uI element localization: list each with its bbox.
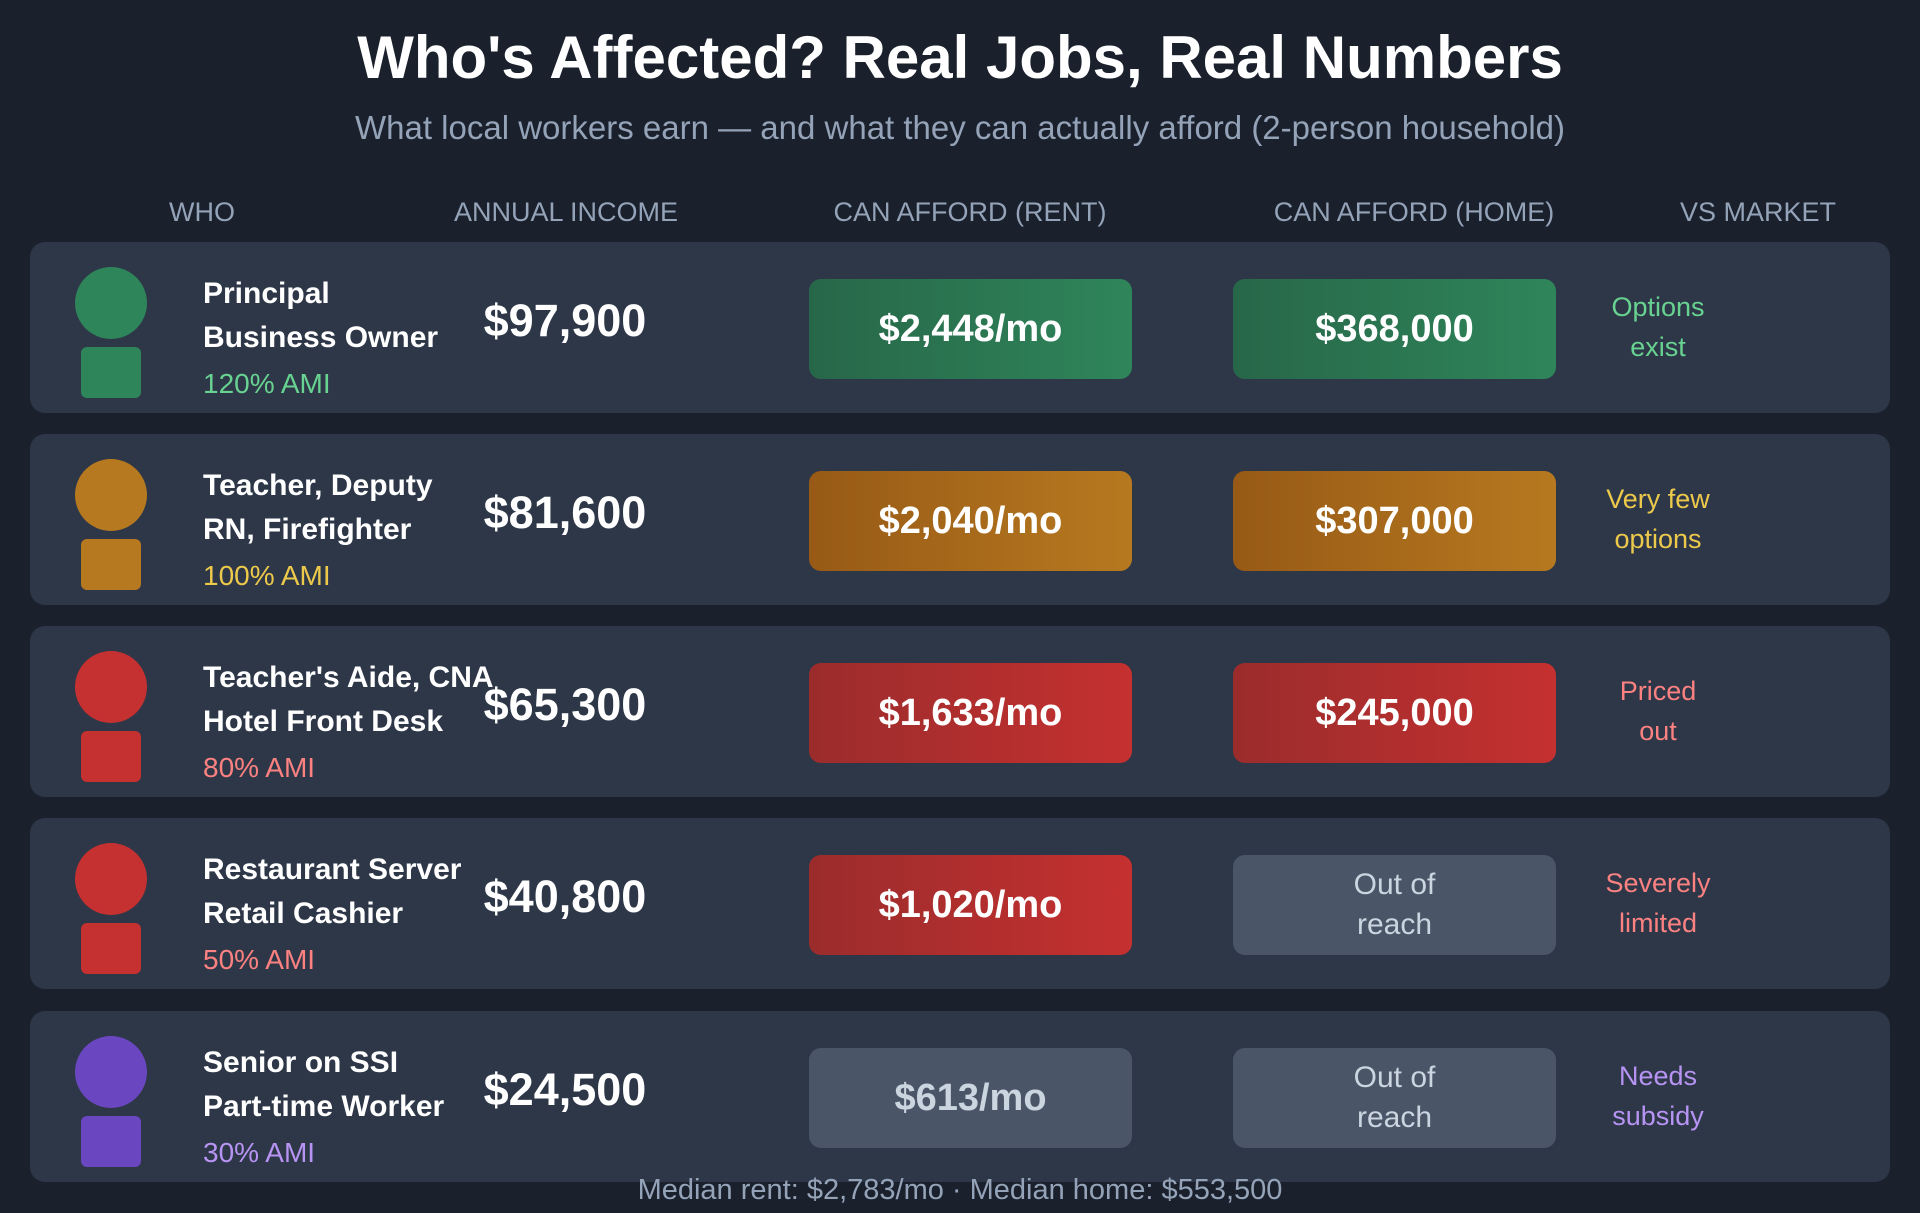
who-cell: Teacher, Deputy RN, Firefighter 100% AMI: [203, 464, 503, 594]
verdict-line: Very few: [1606, 484, 1710, 514]
market-verdict: Needs subsidy: [1558, 1056, 1758, 1136]
column-header-home: CAN AFFORD (HOME): [1273, 197, 1555, 227]
ami-label: 120% AMI: [203, 368, 331, 399]
home-value: $307,000: [1315, 500, 1474, 542]
job-title: Senior on SSI: [203, 1046, 399, 1079]
home-value: $368,000: [1315, 308, 1474, 350]
verdict-line: Severely: [1605, 868, 1711, 898]
job-title: Hotel Front Desk: [203, 705, 444, 738]
home-afford-badge: Out of reach: [1233, 855, 1556, 955]
home-afford-badge: $245,000: [1233, 663, 1556, 763]
table-row: Principal Business Owner 120% AMI $97,90…: [30, 242, 1890, 413]
median-footer: Median rent: $2,783/mo · Median home: $5…: [637, 1174, 1283, 1206]
person-body-icon: [81, 347, 141, 398]
table-row: Teacher, Deputy RN, Firefighter 100% AMI…: [30, 434, 1890, 605]
person-icon: [75, 843, 147, 915]
rent-value: $2,448/mo: [878, 308, 1063, 350]
who-cell: Senior on SSI Part-time Worker 30% AMI: [203, 1041, 503, 1171]
market-verdict: Priced out: [1558, 671, 1758, 751]
verdict-line: subsidy: [1612, 1101, 1704, 1131]
table-row: Teacher's Aide, CNA Hotel Front Desk 80%…: [30, 626, 1890, 797]
ami-label: 100% AMI: [203, 560, 331, 591]
verdict-line: exist: [1630, 332, 1686, 362]
column-header-who: WHO: [169, 197, 235, 227]
verdict-line: Needs: [1618, 1061, 1698, 1091]
rent-afford-badge: $2,448/mo: [809, 279, 1132, 379]
out-of-reach-line: reach: [1356, 1101, 1433, 1134]
verdict-line: limited: [1618, 908, 1698, 938]
ami-label: 30% AMI: [203, 1137, 316, 1168]
market-verdict: Options exist: [1558, 287, 1758, 367]
out-of-reach-line: Out of: [1353, 1061, 1436, 1094]
annual-income: $81,600: [483, 487, 647, 538]
column-header-market: VS MARKET: [1679, 197, 1837, 227]
page-title: Who's Affected? Real Jobs, Real Numbers: [357, 24, 1563, 91]
page-subtitle: What local workers earn — and what they …: [354, 109, 1566, 146]
ami-label: 80% AMI: [203, 752, 316, 783]
annual-income: $97,900: [483, 295, 647, 346]
job-title: Restaurant Server: [203, 853, 462, 886]
verdict-line: out: [1639, 716, 1677, 746]
annual-income: $65,300: [483, 679, 647, 730]
rent-value: $613/mo: [894, 1077, 1047, 1119]
person-icon: [75, 1036, 147, 1108]
rent-afford-badge: $613/mo: [809, 1048, 1132, 1148]
market-verdict: Very few options: [1558, 479, 1758, 559]
out-of-reach-line: Out of: [1353, 868, 1436, 901]
annual-income: $40,800: [483, 871, 647, 922]
job-title: Teacher, Deputy: [203, 469, 433, 502]
ami-label: 50% AMI: [203, 944, 316, 975]
home-out-of-reach: Out of reach: [1335, 865, 1455, 945]
table-row: Restaurant Server Retail Cashier 50% AMI…: [30, 818, 1890, 989]
person-icon: [75, 651, 147, 723]
home-afford-badge: $368,000: [1233, 279, 1556, 379]
person-body-icon: [81, 1116, 141, 1167]
rent-value: $1,020/mo: [878, 884, 1063, 926]
job-title: Business Owner: [203, 321, 439, 354]
rent-value: $2,040/mo: [878, 500, 1063, 542]
job-title: Teacher's Aide, CNA: [203, 661, 494, 694]
verdict-line: Priced: [1619, 676, 1697, 706]
home-afford-badge: $307,000: [1233, 471, 1556, 571]
job-title: Part-time Worker: [203, 1090, 445, 1123]
column-header-income: ANNUAL INCOME: [453, 197, 679, 227]
verdict-line: Options: [1611, 292, 1705, 322]
who-cell: Restaurant Server Retail Cashier 50% AMI: [203, 848, 503, 978]
person-body-icon: [81, 923, 141, 974]
home-out-of-reach: Out of reach: [1335, 1058, 1455, 1138]
person-body-icon: [81, 731, 141, 782]
person-body-icon: [81, 539, 141, 590]
home-afford-badge: Out of reach: [1233, 1048, 1556, 1148]
out-of-reach-line: reach: [1356, 908, 1433, 941]
who-cell: Principal Business Owner 120% AMI: [203, 272, 503, 402]
rent-afford-badge: $1,020/mo: [809, 855, 1132, 955]
verdict-line: options: [1614, 524, 1702, 554]
annual-income: $24,500: [483, 1064, 647, 1115]
home-value: $245,000: [1315, 692, 1474, 734]
rent-value: $1,633/mo: [878, 692, 1063, 734]
job-title: Retail Cashier: [203, 897, 404, 930]
rent-afford-badge: $2,040/mo: [809, 471, 1132, 571]
who-cell: Teacher's Aide, CNA Hotel Front Desk 80%…: [203, 656, 503, 786]
job-title: RN, Firefighter: [203, 513, 412, 546]
rent-afford-badge: $1,633/mo: [809, 663, 1132, 763]
person-icon: [75, 267, 147, 339]
market-verdict: Severely limited: [1558, 863, 1758, 943]
table-row: Senior on SSI Part-time Worker 30% AMI $…: [30, 1011, 1890, 1182]
person-icon: [75, 459, 147, 531]
column-header-rent: CAN AFFORD (RENT): [833, 197, 1107, 227]
job-title: Principal: [203, 277, 330, 310]
